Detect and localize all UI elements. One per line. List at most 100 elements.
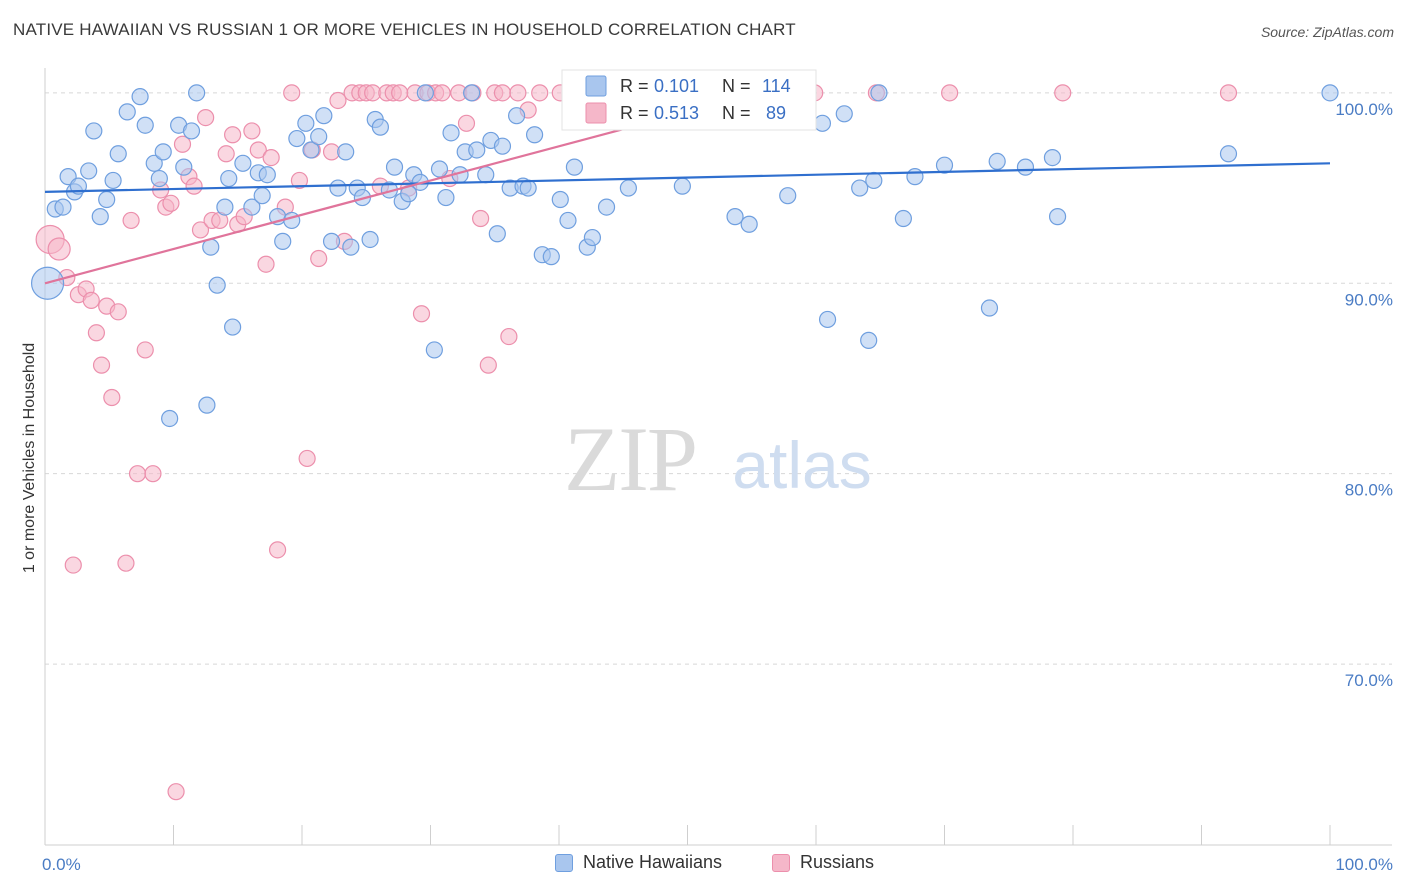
point-native-hawaiians xyxy=(726,208,744,226)
point-native-hawaiians xyxy=(619,179,637,197)
point-native-hawaiians xyxy=(224,318,242,336)
trendline-native-hawaiians xyxy=(44,162,1331,193)
point-native-hawaiians xyxy=(416,84,434,102)
point-native-hawaiians xyxy=(208,276,226,294)
y-tick-label: 80.0% xyxy=(1345,481,1393,500)
point-native-hawaiians xyxy=(109,145,127,163)
point-native-hawaiians xyxy=(154,143,172,161)
point-native-hawaiians xyxy=(463,84,481,102)
point-russians xyxy=(82,291,100,310)
stats-swatch-russians xyxy=(585,102,607,124)
point-native-hawaiians xyxy=(818,310,837,329)
point-native-hawaiians xyxy=(1219,145,1238,163)
point-russians xyxy=(1219,84,1238,102)
stats-n-russians: 89 xyxy=(766,103,786,123)
point-native-hawaiians xyxy=(430,160,449,178)
watermark: ZIP atlas xyxy=(564,408,872,510)
point-native-hawaiians xyxy=(342,238,360,256)
axes xyxy=(44,68,1392,846)
stats-swatch-native-hawaiians xyxy=(585,75,607,97)
point-russians xyxy=(941,84,959,102)
point-russians xyxy=(310,249,328,268)
point-russians xyxy=(103,388,121,407)
point-native-hawaiians xyxy=(371,118,389,136)
x-tick-label: 100.0% xyxy=(1335,855,1393,874)
point-native-hawaiians xyxy=(442,124,460,142)
point-native-hawaiians xyxy=(1016,158,1035,176)
point-native-hawaiians xyxy=(98,190,116,209)
point-russians xyxy=(224,126,242,144)
stats-r-label: R = xyxy=(620,76,649,96)
point-native-hawaiians xyxy=(258,166,276,184)
point-native-hawaiians xyxy=(894,209,912,228)
point-native-hawaiians xyxy=(740,215,758,233)
point-native-hawaiians xyxy=(288,129,306,148)
point-russians xyxy=(64,556,82,574)
point-native-hawaiians xyxy=(477,166,495,184)
point-native-hawaiians xyxy=(131,88,149,106)
y-tick-label: 90.0% xyxy=(1345,290,1393,309)
point-native-hawaiians xyxy=(988,152,1006,171)
point-russians xyxy=(479,356,497,374)
point-native-hawaiians xyxy=(1048,208,1067,226)
series-legend: Native Hawaiians Russians xyxy=(0,852,1406,878)
point-russians xyxy=(329,91,347,110)
point-russians xyxy=(391,84,409,102)
point-russians xyxy=(122,211,140,230)
point-russians xyxy=(509,84,527,102)
point-russians xyxy=(144,465,162,483)
point-native-hawaiians xyxy=(507,107,526,125)
point-native-hawaiians xyxy=(337,143,355,161)
point-russians xyxy=(117,554,135,572)
point-russians xyxy=(262,148,280,167)
source-label: Source: ZipAtlas.com xyxy=(1260,24,1394,40)
point-native-hawaiians xyxy=(583,228,602,247)
point-native-hawaiians xyxy=(198,396,216,414)
point-native-hawaiians xyxy=(175,158,193,176)
point-russians xyxy=(283,84,301,102)
point-native-hawaiians xyxy=(980,299,999,317)
point-native-hawaiians xyxy=(860,331,878,349)
point-native-hawaiians xyxy=(1043,148,1062,167)
point-native-hawaiians xyxy=(85,122,103,140)
point-native-hawaiians xyxy=(220,169,238,188)
point-russians xyxy=(493,84,512,102)
stats-r-native-hawaiians: 0.101 xyxy=(654,76,699,96)
y-axis-label: 1 or more Vehicles in Household xyxy=(21,343,38,573)
legend-label-native-hawaiians: Native Hawaiians xyxy=(583,852,723,872)
point-russians xyxy=(531,84,549,102)
point-native-hawaiians xyxy=(935,156,954,174)
stats-legend: R = 0.101 N = 114 R = 0.513 N = 89 xyxy=(561,69,817,131)
stats-r-russians: 0.513 xyxy=(654,103,699,123)
point-russians xyxy=(92,356,111,374)
gridlines xyxy=(45,92,1392,665)
legend-item-native-hawaiians[interactable]: Native Hawaiians xyxy=(555,852,722,873)
point-russians xyxy=(433,84,451,102)
point-native-hawaiians xyxy=(104,171,122,190)
point-native-hawaiians xyxy=(551,190,569,209)
point-native-hawaiians xyxy=(91,208,109,226)
point-russians xyxy=(412,305,431,323)
chart-title: NATIVE HAWAIIAN VS RUSSIAN 1 OR MORE VEH… xyxy=(13,20,796,39)
point-russians xyxy=(290,171,309,190)
point-russians xyxy=(243,122,261,140)
point-native-hawaiians xyxy=(150,169,168,188)
point-native-hawaiians xyxy=(1321,84,1339,102)
point-russians xyxy=(472,209,490,228)
point-native-hawaiians xyxy=(493,137,512,155)
watermark-atlas: atlas xyxy=(732,428,871,502)
point-russians xyxy=(457,114,476,132)
point-native-hawaiians xyxy=(136,116,154,134)
point-native-hawaiians xyxy=(673,177,691,195)
point-native-hawaiians xyxy=(488,225,506,243)
point-native-hawaiians xyxy=(425,341,443,359)
point-russians xyxy=(136,341,154,359)
point-native-hawaiians xyxy=(80,162,98,180)
point-native-hawaiians xyxy=(302,141,320,159)
point-russians xyxy=(162,194,180,212)
legend-item-russians[interactable]: Russians xyxy=(772,852,874,873)
stats-n-native-hawaiians: 114 xyxy=(762,76,791,96)
point-native-hawaiians xyxy=(906,168,924,186)
point-russians xyxy=(47,237,71,261)
